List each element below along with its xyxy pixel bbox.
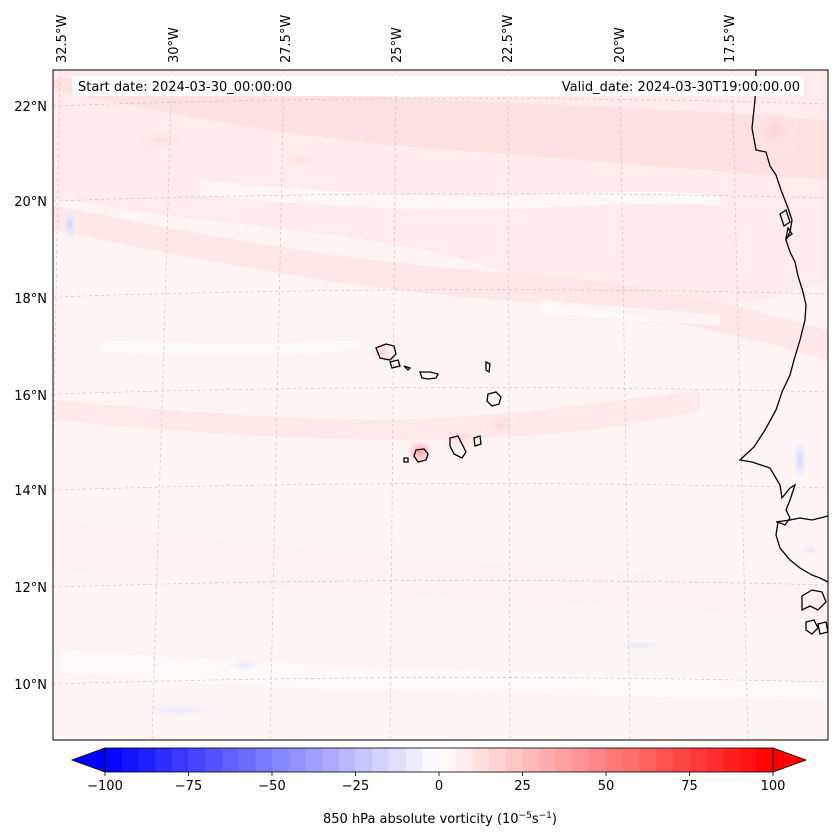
- latitude-labels: 22°N 20°N 18°N 16°N 14°N 12°N 10°N: [14, 100, 47, 693]
- lat-label-4: 16°N: [14, 389, 47, 404]
- cape-verde-islands: [375, 343, 502, 463]
- colorbar-low-extension: [70, 747, 106, 773]
- colorbar-high-extension: [772, 747, 808, 773]
- valid-date-label: Valid_date: 2024-03-30T19:00:00.00: [562, 80, 800, 95]
- colorbar-segment: [455, 748, 473, 772]
- colorbar-tick-label: 0: [435, 779, 443, 794]
- colorbar-segment: [589, 748, 607, 772]
- colorbar-segment: [288, 748, 306, 772]
- colorbar-segment: [355, 748, 373, 772]
- colorbar-segment: [322, 748, 340, 772]
- colorbar-segment: [689, 748, 707, 772]
- colorbar-segment: [155, 748, 173, 772]
- lat-label-7: 10°N: [14, 678, 47, 693]
- colorbar-segment: [539, 748, 557, 772]
- colorbar-segment: [572, 748, 590, 772]
- info-banner: [72, 76, 804, 96]
- colorbar-segment: [138, 748, 156, 772]
- colorbar-segment: [188, 748, 206, 772]
- lat-label-3: 18°N: [14, 292, 47, 307]
- colorbar-tick-label: −50: [258, 779, 285, 794]
- latitude-gridlines: [53, 98, 828, 685]
- colorbar-segment: [522, 748, 540, 772]
- colorbar-tick-label: 100: [761, 779, 786, 794]
- colorbar-tick-label: 50: [598, 779, 615, 794]
- colorbar-segment: [121, 748, 139, 772]
- colorbar-tick-label: 75: [681, 779, 698, 794]
- start-date-label: Start date: 2024-03-30_00:00:00: [78, 80, 292, 95]
- colorbar-segment: [555, 748, 574, 772]
- lon-label-6: 20°W: [613, 27, 628, 63]
- lon-label-7: 17.5°W: [723, 15, 738, 63]
- colorbar-segment: [238, 748, 256, 772]
- longitude-gridlines: [53, 70, 749, 740]
- colorbar-segment: [372, 748, 390, 772]
- colorbar-segment: [472, 748, 490, 772]
- colorbar-segment: [221, 748, 240, 772]
- lon-label-3: 27.5°W: [279, 15, 294, 63]
- colorbar-segment: [639, 748, 657, 772]
- colorbar-segment: [722, 748, 741, 772]
- colorbar-segment: [656, 748, 674, 772]
- lat-label-2: 20°N: [14, 195, 47, 210]
- lat-label-5: 14°N: [14, 484, 47, 499]
- lon-label-1: 32.5°W: [55, 15, 70, 63]
- colorbar-segment: [756, 748, 774, 772]
- colorbar-segment: [622, 748, 640, 772]
- colorbar-tick-label: 25: [514, 779, 531, 794]
- colorbar-segment: [489, 748, 507, 772]
- coastline: [738, 70, 828, 635]
- colorbar-segment: [505, 748, 524, 772]
- colorbar-segment: [105, 748, 123, 772]
- colorbar-tick-label: −100: [87, 779, 123, 794]
- colorbar-segment: [405, 748, 423, 772]
- longitude-labels: 32.5°W 30°W 27.5°W 25°W 22.5°W 20°W 17.5…: [55, 15, 738, 63]
- colorbar-segment: [338, 748, 357, 772]
- colorbar-segments: [105, 748, 774, 772]
- lon-label-4: 25°W: [390, 27, 405, 63]
- colorbar-segment: [672, 748, 691, 772]
- lon-label-2: 30°W: [167, 27, 182, 63]
- colorbar-segment: [205, 748, 223, 772]
- colorbar-segment: [305, 748, 323, 772]
- map-frame: [52, 69, 829, 741]
- colorbar-ticks: −100 −75 −50 −25 0 25 50 75 100: [87, 772, 785, 794]
- lat-label-6: 12°N: [14, 581, 47, 596]
- lat-label-1: 22°N: [14, 100, 47, 115]
- vorticity-field: [53, 70, 828, 740]
- colorbar-segment: [706, 748, 724, 772]
- colorbar-segment: [422, 748, 440, 772]
- colorbar-segment: [739, 748, 757, 772]
- colorbar-segment: [606, 748, 624, 772]
- colorbar-segment: [272, 748, 290, 772]
- colorbar-tick-label: −75: [175, 779, 202, 794]
- map-panel[interactable]: Start date: 2024-03-30_00:00:00 Valid_da…: [48, 69, 829, 741]
- colorbar-segment: [255, 748, 273, 772]
- colorbar: −100 −75 −50 −25 0 25 50 75 100 850 hPa absolute…: [70, 747, 808, 827]
- colorbar-label: 850 hPa absolute vorticity (10−5s−1): [323, 811, 557, 827]
- lon-label-5: 22.5°W: [501, 15, 516, 63]
- colorbar-segment: [439, 748, 457, 772]
- colorbar-tick-label: −25: [342, 779, 369, 794]
- colorbar-segment: [388, 748, 407, 772]
- colorbar-segment: [171, 748, 190, 772]
